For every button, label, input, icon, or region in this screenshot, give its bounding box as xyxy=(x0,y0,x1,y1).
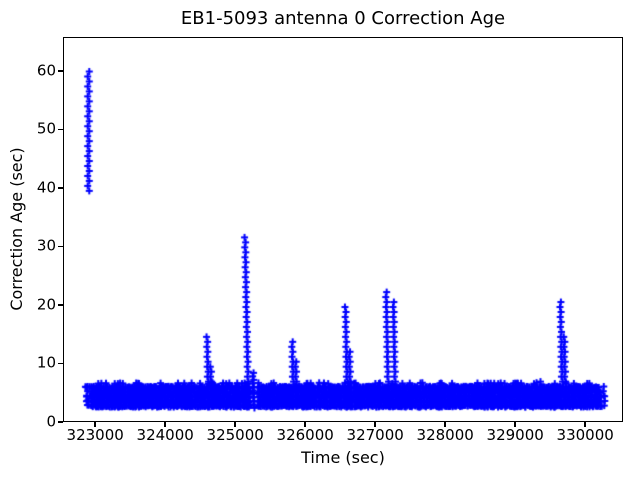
y-tick-mark xyxy=(58,187,63,189)
x-tick-mark xyxy=(164,422,166,427)
x-tick-label: 324000 xyxy=(136,426,194,444)
y-tick-label: 20 xyxy=(36,295,56,314)
x-tick-mark xyxy=(584,422,586,427)
x-tick-label: 328000 xyxy=(416,426,474,444)
x-tick-mark xyxy=(304,422,306,427)
y-tick-label: 30 xyxy=(36,236,56,255)
y-tick-label: 10 xyxy=(36,353,56,372)
x-tick-mark xyxy=(94,422,96,427)
y-tick-mark xyxy=(58,70,63,72)
y-tick-mark xyxy=(58,421,63,423)
y-tick-label: 40 xyxy=(36,178,56,197)
x-tick-label: 330000 xyxy=(556,426,614,444)
x-tick-label: 325000 xyxy=(206,426,264,444)
x-tick-label: 326000 xyxy=(276,426,334,444)
y-tick-mark xyxy=(58,245,63,248)
y-tick-mark xyxy=(58,362,63,365)
y-tick-mark xyxy=(58,304,63,306)
x-tick-label: 329000 xyxy=(486,426,544,444)
x-tick-label: 327000 xyxy=(346,426,404,444)
y-tick-label: 60 xyxy=(36,61,56,80)
y-tick-label: 0 xyxy=(46,412,56,431)
x-tick-label: 323000 xyxy=(66,426,124,444)
x-tick-mark xyxy=(444,422,446,427)
x-tick-mark xyxy=(234,422,236,427)
x-tick-mark xyxy=(374,422,376,427)
x-tick-mark xyxy=(514,422,516,427)
y-tick-mark xyxy=(58,128,63,131)
y-tick-label: 50 xyxy=(36,119,56,138)
